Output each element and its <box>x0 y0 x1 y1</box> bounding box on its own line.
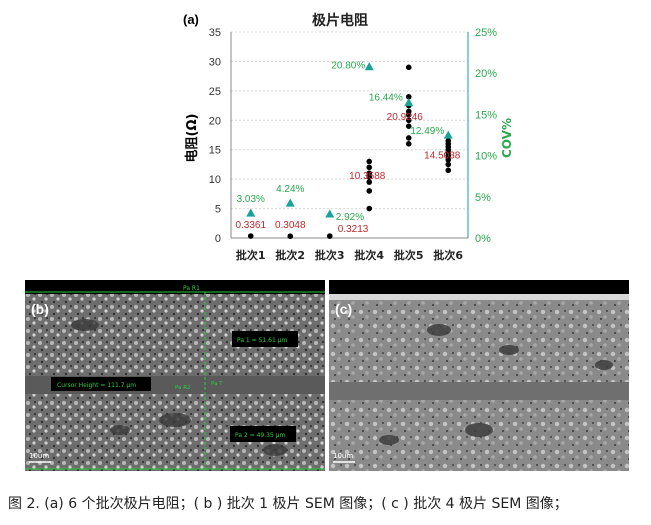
sem-image-c: (c) 10um <box>329 280 629 471</box>
x-tick-label: 批次4 <box>354 248 384 262</box>
sem-image-b: Pa R1 (b) Cursor Height = 111.7 μm Pa R2… <box>25 280 325 471</box>
resistance-point <box>405 108 412 115</box>
y-tick-label: 10 <box>209 174 221 186</box>
cov-marker <box>246 208 256 217</box>
y-axis-label: 电阻(Ω) <box>184 114 200 163</box>
grid-lines <box>231 31 468 210</box>
resistance-point <box>287 233 294 240</box>
resistance-point <box>366 188 373 194</box>
b-pa1-label: Pa 1 = 51.61 μm <box>237 337 287 344</box>
mean-label: 0.3048 <box>275 220 306 231</box>
y2-tick-label: 0% <box>475 233 491 245</box>
y-tick-label: 30 <box>209 56 221 68</box>
b-top-marker: Pa R1 <box>183 285 200 292</box>
y-tick-label: 5 <box>215 204 221 216</box>
y-tick-label: 25 <box>209 86 221 98</box>
y2-tick-labels: 0% 5% 10% 15% 20% 25% <box>475 27 497 245</box>
cov-markers <box>246 62 453 218</box>
sem-c-svg: (c) 10um <box>329 280 629 471</box>
x-tick-label: 批次1 <box>236 248 266 262</box>
b-cursor-label: Cursor Height = 111.7 μm <box>57 382 136 389</box>
x-tick-label: 批次5 <box>394 248 424 262</box>
y-tick-label: 20 <box>209 115 221 127</box>
cov-label: 12.49% <box>410 126 444 137</box>
x-tick-label: 批次6 <box>433 248 463 262</box>
resistance-point <box>366 205 373 212</box>
mean-label: 0.3361 <box>235 220 266 231</box>
resistance-point <box>405 117 412 124</box>
panel-label-b: (b) <box>31 301 49 317</box>
mean-label: 10.3588 <box>349 171 386 182</box>
resistance-point <box>445 161 452 168</box>
mean-label: 20.9246 <box>387 112 424 123</box>
cov-label: 3.03% <box>237 194 265 205</box>
y2-tick-label: 5% <box>475 192 491 204</box>
y-tick-label: 0 <box>215 233 221 245</box>
resistance-point <box>247 233 254 239</box>
cov-marker <box>285 198 295 207</box>
resistance-point <box>405 64 412 71</box>
y2-tick-label: 10% <box>475 151 497 163</box>
resistance-point <box>445 156 452 163</box>
b-scale-label: 10um <box>29 452 49 460</box>
resistance-point <box>366 164 373 171</box>
chart-title: 极片电阻 <box>312 12 368 29</box>
b-pa-t: Pa T <box>211 381 223 387</box>
resistance-chart: (a) 极片电阻 0 5 10 15 20 25 30 35 0% 5% 10% 15% 20% 25%… <box>183 12 514 262</box>
y-tick-labels: 0 5 10 15 20 25 30 35 <box>209 27 221 245</box>
cov-marker <box>325 209 335 218</box>
cov-label: 2.92% <box>336 212 364 223</box>
resistance-point <box>405 93 412 100</box>
mean-label: 14.5038 <box>424 151 461 162</box>
cov-label: 20.80% <box>331 61 365 72</box>
resistance-point <box>366 158 373 165</box>
sem-b-svg: Pa R1 (b) Cursor Height = 111.7 μm Pa R2… <box>25 280 325 471</box>
c-scale-label: 10um <box>333 452 353 460</box>
y2-tick-label: 15% <box>475 109 497 121</box>
b-pa2-label: Pa 2 = 49.35 μm <box>235 432 285 439</box>
y2-tick-label: 20% <box>475 68 497 80</box>
y2-axis-label: COV% <box>500 118 514 158</box>
resistance-point <box>445 138 452 144</box>
x-tick-labels: 批次1 批次2 批次3 批次4 批次5 批次6 <box>236 248 463 262</box>
x-tick-label: 批次3 <box>315 248 345 262</box>
data-labels: 0.3361 0.3048 0.3213 10.3588 20.9246 14.5038 3… <box>235 61 460 236</box>
b-pa-r2: Pa R2 <box>175 385 191 391</box>
resistance-point <box>366 170 373 177</box>
resistance-point <box>366 179 373 185</box>
y2-tick-label: 25% <box>475 27 497 39</box>
panel-label-c: (c) <box>335 301 352 317</box>
x-tick-label: 批次2 <box>275 248 305 262</box>
cov-label: 4.24% <box>276 184 304 195</box>
resistance-points <box>247 64 452 240</box>
figure-caption: 图 2. (a) 6 个批次极片电阻；( b ) 批次 1 极片 SEM 图像；… <box>8 496 568 512</box>
y-tick-label: 15 <box>209 145 221 157</box>
y-tick-label: 35 <box>209 27 221 39</box>
cov-marker <box>364 62 374 71</box>
resistance-point <box>445 167 452 174</box>
resistance-point <box>405 135 412 141</box>
mean-label: 0.3213 <box>338 224 369 235</box>
panel-label-a: (a) <box>183 12 199 27</box>
cov-marker <box>404 98 414 107</box>
resistance-point <box>405 141 412 147</box>
resistance-point <box>405 123 412 129</box>
cov-label: 16.44% <box>369 93 403 104</box>
resistance-point <box>326 233 333 239</box>
cov-marker <box>443 130 453 139</box>
